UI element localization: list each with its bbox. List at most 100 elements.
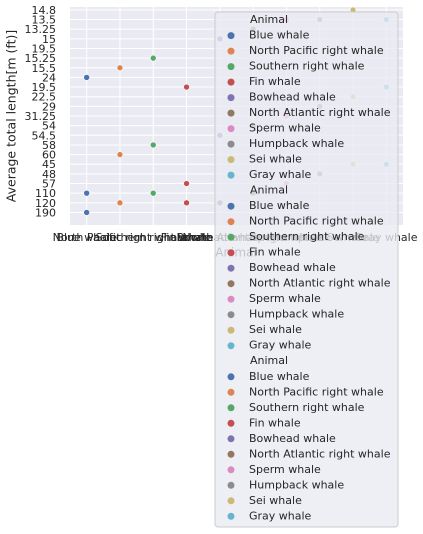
y-tick-label: 24 bbox=[42, 71, 56, 84]
point bbox=[183, 83, 190, 91]
legend-label: Humpback whale bbox=[249, 137, 344, 150]
y-tick-label: 54 bbox=[42, 120, 56, 133]
legend-marker bbox=[227, 311, 235, 319]
point bbox=[183, 199, 190, 207]
legend-label: Bowhead whale bbox=[249, 261, 336, 274]
legend-marker bbox=[227, 63, 235, 71]
legend-label: North Pacific right whale bbox=[249, 44, 384, 57]
legend-label: Humpback whale bbox=[249, 308, 344, 321]
legend-label: Southern right whale bbox=[249, 60, 365, 73]
legend-label: Sperm whale bbox=[249, 463, 321, 476]
point bbox=[83, 74, 90, 81]
y-tick-label: 110 bbox=[35, 187, 56, 200]
legend-label: Blue whale bbox=[249, 29, 310, 42]
y-tick-label: 54.5 bbox=[32, 129, 57, 142]
legend-marker bbox=[227, 218, 235, 226]
x-tick-label: Fin whale bbox=[161, 231, 213, 244]
point bbox=[116, 64, 124, 72]
legend-marker bbox=[227, 202, 235, 210]
legend-marker bbox=[227, 512, 235, 520]
legend-marker bbox=[227, 497, 235, 505]
legend-label: Fin whale bbox=[249, 75, 301, 88]
legend-marker bbox=[227, 78, 235, 86]
point bbox=[116, 151, 124, 158]
legend-marker bbox=[227, 373, 235, 381]
y-tick-label: 57 bbox=[42, 178, 56, 191]
legend-marker bbox=[227, 94, 235, 102]
x-tick-label: North Pacific right whale bbox=[53, 231, 188, 244]
y-tick-label: 120 bbox=[35, 197, 56, 210]
legend-label: North Atlantic right whale bbox=[249, 447, 391, 460]
y-tick-label: 19.5 bbox=[32, 81, 57, 94]
legend-title: Animal bbox=[250, 354, 288, 367]
legend-label: Sei whale bbox=[249, 494, 302, 507]
legend-label: Sei whale bbox=[249, 153, 302, 166]
y-tick-label: 29 bbox=[42, 100, 56, 113]
legend-marker bbox=[227, 171, 235, 179]
legend-marker bbox=[227, 326, 235, 334]
legend-marker bbox=[227, 419, 235, 427]
y-tick-label: 14.8 bbox=[32, 4, 57, 17]
legend-label: Southern right whale bbox=[249, 230, 365, 243]
legend-label: Blue whale bbox=[249, 199, 310, 212]
legend-title: Animal bbox=[250, 13, 288, 26]
point bbox=[149, 189, 157, 197]
legend-marker bbox=[227, 435, 235, 443]
legend-label: Blue whale bbox=[249, 370, 310, 383]
y-tick-label: 13.25 bbox=[25, 23, 57, 36]
legend-label: Sperm whale bbox=[249, 292, 321, 305]
legend-label: Gray whale bbox=[249, 339, 312, 352]
legend-label: Southern right whale bbox=[249, 401, 365, 414]
y-tick-label: 45 bbox=[42, 158, 56, 171]
legend-marker bbox=[227, 388, 235, 396]
legend-marker bbox=[227, 109, 235, 117]
legend-label: Fin whale bbox=[249, 416, 301, 429]
y-tick-label: 60 bbox=[42, 149, 56, 162]
y-tick-label: 19.5 bbox=[32, 42, 57, 55]
legend-title: Animal bbox=[250, 184, 288, 197]
legend-label: North Pacific right whale bbox=[249, 385, 384, 398]
legend-marker bbox=[227, 47, 235, 55]
point bbox=[83, 209, 90, 216]
legend-marker bbox=[227, 32, 235, 40]
y-tick-label: 13.5 bbox=[32, 14, 57, 27]
legend-label: North Atlantic right whale bbox=[249, 277, 391, 290]
y-tick-label: 48 bbox=[42, 168, 56, 181]
point bbox=[149, 141, 157, 149]
legend-marker bbox=[227, 295, 235, 303]
x-tick-label: Southern right whale bbox=[96, 231, 212, 244]
legend-marker bbox=[227, 450, 235, 458]
legend-label: Gray whale bbox=[249, 509, 312, 522]
legend-label: Sei whale bbox=[249, 323, 302, 336]
legend-marker bbox=[227, 140, 235, 148]
legend-label: North Atlantic right whale bbox=[249, 106, 391, 119]
y-tick-label: 58 bbox=[42, 139, 56, 152]
point bbox=[149, 54, 157, 62]
legend-label: Sperm whale bbox=[249, 122, 321, 135]
legend-marker bbox=[227, 481, 235, 489]
point bbox=[116, 199, 124, 207]
legend-marker bbox=[227, 125, 235, 133]
y-tick-label: 15.5 bbox=[32, 62, 57, 75]
y-tick-label: 31.25 bbox=[25, 110, 57, 123]
y-axis-label: Average total length[m (ft)] bbox=[4, 30, 19, 202]
legend-label: Gray whale bbox=[249, 168, 312, 181]
x-tick-label: Blue whale bbox=[56, 231, 117, 244]
legend-label: Bowhead whale bbox=[249, 432, 336, 445]
point bbox=[83, 189, 90, 197]
legend-label: North Pacific right whale bbox=[249, 215, 384, 228]
legend-label: Fin whale bbox=[249, 246, 301, 259]
legend: Animal Blue whale North Pacific right whal… bbox=[214, 11, 399, 528]
legend-marker bbox=[227, 280, 235, 288]
legend-marker bbox=[227, 466, 235, 474]
legend-marker bbox=[227, 342, 235, 350]
y-tick-label: 190 bbox=[35, 206, 56, 219]
legend-marker bbox=[227, 404, 235, 412]
y-tick-label: 15 bbox=[42, 33, 56, 46]
legend-marker bbox=[227, 264, 235, 272]
y-tick-label: 15.25 bbox=[25, 52, 57, 65]
point bbox=[183, 180, 190, 187]
legend-marker bbox=[227, 233, 235, 241]
legend-label: Bowhead whale bbox=[249, 91, 336, 104]
